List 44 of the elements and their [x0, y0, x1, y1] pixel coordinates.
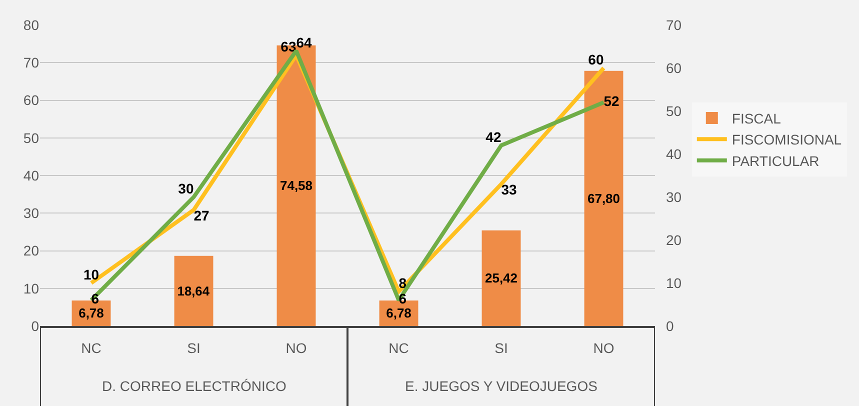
- text: D. CORREO ELECTRÓNICO: [102, 378, 286, 394]
- data-label: 18,64: [177, 283, 210, 298]
- legend-label: PARTICULAR: [732, 152, 820, 169]
- legend-label: FISCAL: [732, 110, 782, 126]
- y-tick-label: 70: [23, 54, 40, 71]
- bar: [174, 256, 214, 326]
- data-label: 42: [486, 128, 502, 145]
- y2-tick-label: 0: [666, 318, 674, 334]
- y-tick-label: 40: [23, 167, 40, 184]
- x-tick-label: NO: [593, 340, 614, 356]
- data-label: 74,58: [280, 178, 313, 194]
- x-tick-label: NC: [388, 340, 409, 356]
- text: E. JUEGOS Y VIDEOJUEGOS: [405, 378, 598, 394]
- data-label: 6,78: [78, 306, 104, 321]
- data-label: 67,80: [587, 190, 620, 206]
- bar: [482, 230, 521, 326]
- y2-tick-label: 20: [666, 232, 682, 248]
- x-tick-label: SI: [187, 340, 200, 356]
- data-label: 27: [194, 207, 210, 224]
- y2-tick-label: 60: [666, 60, 682, 76]
- y2-tick-label: 30: [666, 188, 682, 205]
- data-label: 52: [604, 92, 620, 109]
- bar: [584, 70, 624, 326]
- y2-tick-label: 40: [666, 146, 682, 162]
- y2-tick-label: 50: [666, 102, 682, 119]
- y-tick-label: 60: [23, 92, 40, 108]
- y-tick-label: 30: [23, 205, 40, 222]
- y-tick-label: 20: [23, 242, 40, 259]
- data-label: 30: [178, 180, 194, 196]
- y-tick-label: 0: [31, 318, 40, 334]
- x-tick-label: NC: [81, 340, 102, 356]
- legend-label: FISCOMISIONAL: [732, 132, 842, 148]
- y-tick-label: 50: [23, 130, 40, 146]
- data-label: 33: [501, 182, 518, 198]
- x-tick-label: SI: [494, 340, 508, 356]
- y-tick-label: 10: [23, 280, 40, 296]
- y-tick-label: 80: [23, 16, 40, 33]
- x-tick-label: NO: [286, 340, 307, 356]
- data-label: 10: [83, 266, 100, 282]
- y2-tick-label: 10: [666, 274, 682, 291]
- data-label: 25,42: [484, 270, 518, 286]
- data-label: 6,78: [386, 306, 412, 321]
- data-label: 60: [588, 52, 604, 68]
- y2-tick-label: 70: [666, 16, 682, 33]
